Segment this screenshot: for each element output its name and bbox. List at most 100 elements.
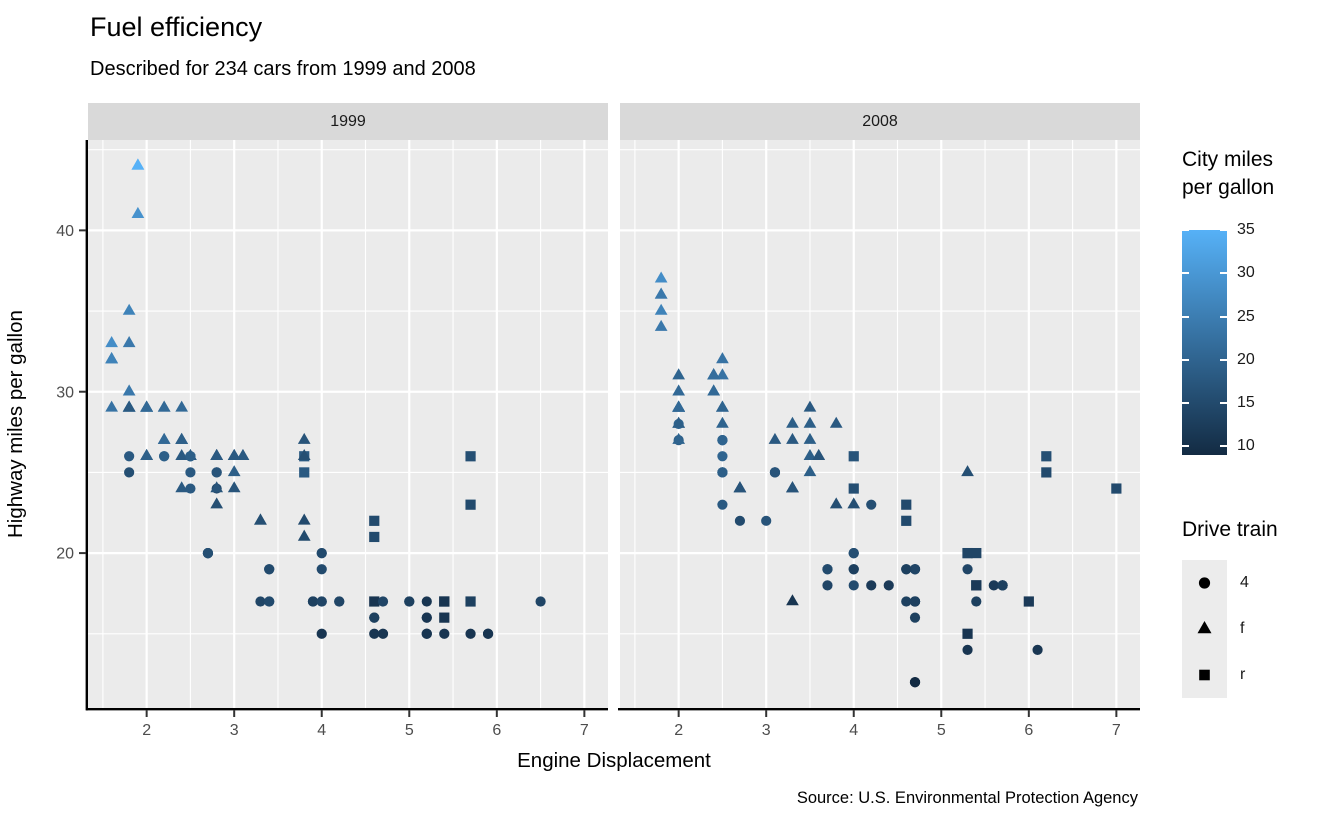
colorbar-tick-mark	[1182, 402, 1189, 405]
point	[848, 451, 859, 462]
point	[175, 432, 189, 444]
point	[202, 547, 214, 559]
point	[716, 416, 729, 428]
point	[254, 513, 267, 525]
point	[707, 368, 721, 380]
x-axis-title: Engine Displacement	[517, 749, 711, 772]
point	[786, 594, 799, 606]
y-tick-label: 30	[56, 384, 74, 401]
point	[1041, 467, 1052, 478]
point	[901, 499, 912, 510]
point	[909, 677, 921, 688]
point	[901, 596, 912, 607]
point	[465, 451, 476, 462]
point	[971, 580, 982, 591]
point	[786, 481, 799, 493]
point	[299, 467, 310, 478]
shape-legend-key-f	[1182, 606, 1227, 652]
point	[185, 467, 196, 478]
point	[761, 515, 772, 526]
point	[377, 596, 389, 607]
point	[140, 448, 154, 461]
colorbar-tick-mark	[1220, 358, 1227, 361]
point	[717, 499, 728, 510]
point	[210, 481, 224, 493]
colorbar-tick-mark	[1220, 272, 1227, 275]
point	[369, 515, 380, 526]
point	[140, 400, 154, 412]
x-tick-label: 3	[230, 722, 239, 739]
point	[829, 416, 843, 428]
point	[210, 448, 224, 461]
circle-icon	[1198, 577, 1211, 589]
shape-legend-label-r: r	[1240, 666, 1246, 683]
point	[812, 448, 826, 461]
shape-legend-label-f: f	[1240, 620, 1245, 637]
point	[848, 483, 859, 494]
shape-legend-key-4	[1182, 560, 1227, 606]
point	[909, 564, 921, 575]
point	[236, 448, 250, 461]
colorbar-tick-mark	[1182, 272, 1189, 275]
point	[962, 628, 973, 639]
point	[227, 448, 241, 461]
point	[971, 547, 982, 559]
point	[866, 580, 877, 591]
color-legend-tick-label: 10	[1237, 437, 1255, 455]
point	[227, 465, 241, 477]
point	[786, 432, 799, 444]
point	[716, 368, 729, 380]
point	[822, 580, 833, 591]
x-tick-label: 6	[492, 722, 501, 739]
point	[654, 287, 668, 299]
point	[131, 206, 145, 218]
point	[439, 628, 450, 639]
point	[334, 596, 345, 607]
point	[369, 596, 380, 607]
point	[369, 612, 380, 623]
point	[654, 319, 668, 331]
point	[210, 497, 224, 509]
colorbar-tick-mark	[1220, 402, 1227, 405]
plot-title: Fuel efficiency	[90, 12, 263, 42]
point	[883, 580, 894, 591]
point	[316, 547, 327, 559]
color-legend-gradient-bar	[1182, 230, 1227, 455]
point	[672, 384, 686, 396]
point	[122, 336, 136, 348]
point	[159, 451, 170, 462]
y-tick-label: 40	[56, 223, 74, 240]
x-tick-label: 5	[937, 722, 946, 739]
point	[421, 612, 432, 623]
point	[1023, 596, 1034, 607]
point	[157, 400, 171, 412]
point	[716, 400, 729, 412]
point	[717, 451, 728, 462]
point	[307, 596, 319, 607]
point	[227, 481, 241, 493]
point	[768, 432, 782, 444]
x-tick-label: 4	[849, 722, 858, 739]
shape-legend-label-4: 4	[1240, 574, 1249, 591]
point	[901, 564, 912, 575]
point	[255, 596, 266, 607]
point	[465, 596, 476, 607]
point	[803, 448, 817, 461]
colorbar-tick-mark	[1220, 315, 1227, 318]
point	[672, 400, 686, 412]
point	[157, 432, 171, 444]
point	[369, 531, 380, 543]
point	[717, 435, 728, 446]
colorbar-tick-mark	[1182, 445, 1189, 448]
color-legend-tick-label: 25	[1237, 307, 1255, 325]
point	[962, 644, 973, 656]
y-axis: 20 30 40	[56, 140, 89, 711]
point	[786, 416, 799, 428]
colorbar-tick-mark	[1182, 230, 1189, 231]
x-tick-label: 3	[762, 722, 771, 739]
point	[1032, 644, 1043, 656]
point	[901, 515, 912, 526]
point	[131, 158, 145, 170]
